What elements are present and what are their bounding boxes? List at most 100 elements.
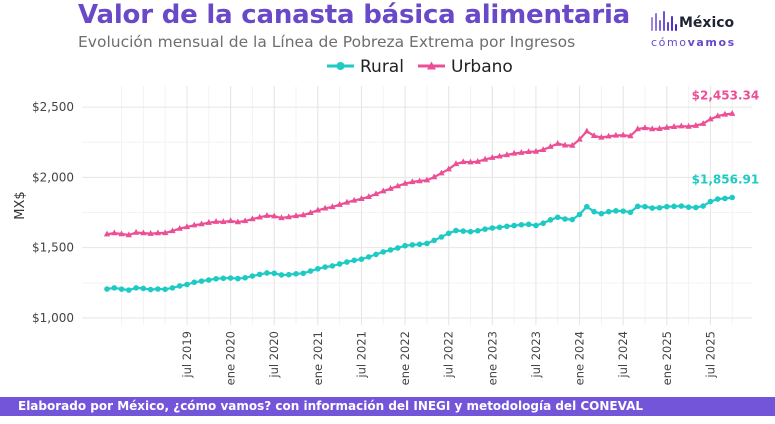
data-point-urbano	[154, 229, 162, 236]
data-point-urbano	[590, 132, 598, 138]
footer-bar: Elaborado por México, ¿cómo vamos? con i…	[0, 397, 775, 416]
data-point-urbano	[714, 112, 721, 119]
data-point-rural	[264, 270, 270, 276]
logo-tagline: cómovamos	[651, 36, 736, 49]
data-point-rural	[678, 203, 685, 209]
data-point-rural	[118, 286, 125, 292]
data-point-rural	[162, 286, 168, 293]
y-axis-title: MX$	[13, 191, 28, 219]
legend-label-rural: Rural	[360, 57, 404, 77]
data-point-rural	[191, 279, 198, 286]
chart-subtitle: Evolución mensual de la Línea de Pobreza…	[78, 33, 576, 51]
data-point-urbano	[583, 127, 591, 134]
series-lines	[103, 110, 736, 293]
data-point-rural	[133, 285, 139, 291]
data-point-urbano	[292, 212, 300, 219]
data-point-urbano	[678, 122, 685, 129]
y-tick-label: $2,500	[32, 100, 74, 114]
y-tick-label: $2,000	[32, 170, 74, 184]
data-point-rural	[722, 195, 728, 202]
x-tick-label: ene 2020	[224, 331, 238, 385]
data-point-rural	[402, 242, 408, 249]
data-point-urbano	[241, 217, 249, 224]
data-point-urbano	[234, 218, 242, 225]
data-point-urbano	[343, 198, 351, 205]
data-point-rural	[693, 204, 699, 211]
data-point-rural	[387, 247, 394, 253]
data-point-urbano	[445, 165, 452, 172]
data-point-urbano	[430, 173, 438, 180]
data-point-urbano	[663, 124, 670, 130]
data-point-urbano	[612, 131, 620, 138]
data-point-rural	[598, 210, 605, 217]
data-point-urbano	[271, 212, 278, 219]
data-point-rural	[307, 268, 314, 274]
data-point-rural	[547, 217, 554, 223]
chart-legend: Rural Urbano	[327, 57, 513, 77]
data-point-urbano	[481, 155, 489, 162]
data-point-rural	[533, 222, 539, 229]
data-point-urbano	[547, 143, 554, 149]
data-point-urbano	[627, 132, 634, 139]
data-point-rural	[569, 216, 576, 223]
data-point-rural	[271, 270, 278, 277]
data-point-urbano	[401, 179, 409, 186]
data-point-urbano	[598, 133, 605, 140]
data-point-urbano	[561, 141, 569, 148]
data-point-urbano	[416, 177, 423, 184]
data-point-urbano	[256, 213, 263, 220]
data-point-rural	[424, 240, 430, 247]
data-point-urbano	[656, 125, 663, 131]
grid-lines	[82, 86, 752, 325]
data-point-urbano	[707, 115, 714, 122]
data-point-rural	[663, 203, 670, 210]
data-point-rural	[126, 287, 132, 293]
data-point-urbano	[336, 201, 343, 207]
data-point-urbano	[372, 190, 380, 197]
y-axis: $1,000 $1,500 $2,000 $2,500 MX$	[13, 100, 74, 325]
data-point-urbano	[729, 110, 736, 116]
data-point-rural	[591, 208, 597, 215]
x-tick-label: jul 2021	[354, 331, 368, 379]
data-point-rural	[554, 214, 561, 221]
data-point-rural	[707, 198, 714, 205]
data-point-urbano	[278, 214, 285, 221]
data-point-urbano	[554, 140, 561, 146]
data-point-rural	[256, 271, 263, 278]
data-point-rural	[496, 224, 503, 231]
data-point-rural	[155, 286, 161, 292]
data-point-urbano	[314, 206, 322, 213]
data-point-rural	[700, 203, 706, 209]
data-point-urbano	[125, 231, 133, 238]
data-point-rural	[220, 275, 227, 282]
data-point-rural	[285, 271, 292, 278]
data-point-urbano	[532, 147, 540, 154]
data-point-rural	[474, 228, 481, 234]
data-point-urbano	[198, 220, 205, 227]
data-point-urbano	[649, 125, 656, 132]
data-point-urbano	[467, 158, 474, 165]
data-point-urbano	[212, 218, 220, 224]
data-point-rural	[504, 223, 510, 230]
data-point-urbano	[321, 204, 329, 211]
data-point-rural	[300, 270, 307, 277]
data-point-urbano	[394, 182, 401, 189]
x-tick-label: ene 2025	[660, 331, 674, 385]
data-point-urbano	[423, 176, 431, 183]
data-point-rural	[540, 220, 546, 227]
data-point-urbano	[307, 209, 314, 216]
data-point-rural	[525, 221, 532, 228]
data-point-rural	[184, 281, 190, 288]
data-point-rural	[147, 286, 154, 293]
data-point-rural	[293, 271, 299, 277]
data-point-rural	[169, 285, 176, 291]
data-point-urbano	[169, 227, 176, 234]
data-point-urbano	[474, 158, 481, 164]
data-point-urbano	[641, 124, 649, 131]
data-point-urbano	[605, 132, 612, 139]
logo-tagline-b: vamos	[687, 36, 736, 49]
x-tick-label: jul 2022	[442, 331, 456, 379]
logo-name: México	[679, 15, 735, 31]
data-point-rural	[278, 272, 285, 278]
data-point-rural	[438, 234, 445, 240]
